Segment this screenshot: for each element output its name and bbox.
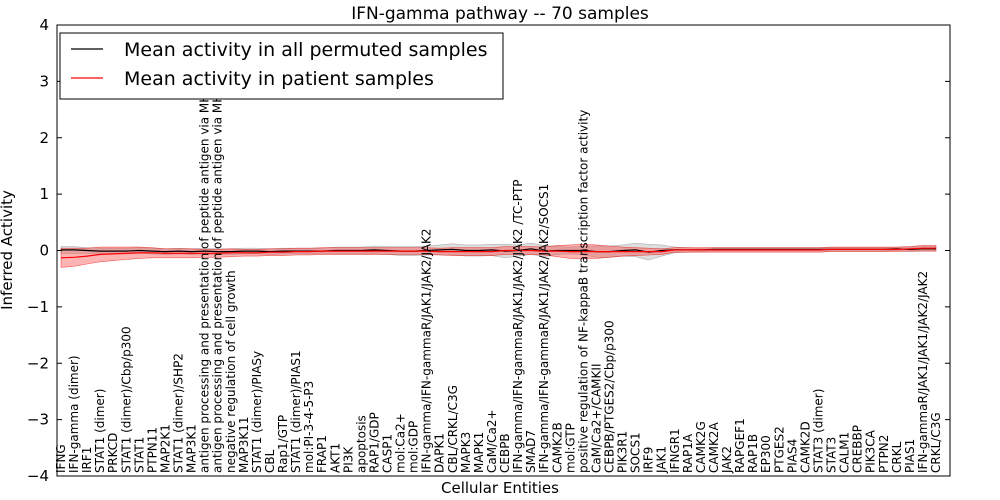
y-axis-label: Inferred Activity (0, 190, 16, 310)
x-tick-label: STAT3 (825, 437, 839, 473)
x-tick-label: IFN-gammaR/JAK1/JAK1/JAK2/JAK2 (916, 271, 930, 473)
y-tick-label: 3 (39, 72, 49, 90)
x-tick-label: CASP1 (381, 434, 395, 473)
x-tick-label: STAT1 (dimer)/SHP2 (172, 353, 186, 473)
x-tick-label: apoptosis (354, 415, 368, 473)
x-tick-label: JAK2 (720, 446, 734, 474)
x-tick-label: mol:Ca2+ (394, 413, 408, 473)
x-tick-label: CREBBP (851, 425, 865, 473)
plot-area (60, 242, 937, 268)
x-tick-label: MAP3K11 (237, 416, 251, 473)
x-tick-label: CAMK2B (550, 422, 564, 473)
x-tick-label: PI3K (341, 446, 355, 473)
x-tick-label: CAMK2D (798, 421, 812, 473)
x-tick-label: RAPGEF1 (733, 418, 747, 473)
y-axis: −4 −3 −2 −1 0 1 2 3 4 (27, 16, 950, 485)
x-tick-label: AKT1 (328, 443, 342, 473)
x-tick-label: CAMK2G (694, 421, 708, 473)
x-tick-label: CRKL/C3G (929, 412, 943, 473)
x-tick-label: CEBPB (498, 433, 512, 473)
x-tick-label: STAT1 (dimer)/Cbp/p300 (119, 326, 133, 473)
x-tick-label: PIK3R1 (616, 431, 630, 473)
chart-title: IFN-gamma pathway -- 70 samples (351, 4, 649, 24)
x-tick-label: MAP2K1 (159, 424, 173, 473)
x-tick-label: STAT3 (dimer) (812, 389, 826, 473)
x-tick-label: IFN-gamma/IFN-gammaR/JAK1/JAK2/JAK2 (420, 228, 434, 473)
x-tick-label: EP300 (759, 435, 773, 473)
x-tick-label: Rap1/GTP (276, 415, 290, 473)
y-tick-label: 1 (39, 185, 49, 203)
x-tick-label: mol:GDP (407, 421, 421, 473)
x-tick-label: FRAP1 (315, 435, 329, 473)
x-tick-label: PTPN11 (145, 427, 159, 473)
x-tick-label: CALM1 (838, 432, 852, 473)
x-tick-label: PTPN2 (877, 435, 891, 473)
x-tick-label: DAPK1 (433, 433, 447, 473)
x-tick-label: IFN-gamma (dimer) (67, 355, 81, 473)
x-tick-label: negative regulation of cell growth (224, 270, 238, 473)
x-tick-label: MAPK1 (472, 432, 486, 473)
x-tick-label: PIAS1 (903, 439, 917, 473)
x-tick-label: CAMK2A (707, 422, 721, 473)
x-tick-label: JAK1 (655, 446, 669, 474)
legend-label-permuted: Mean activity in all permuted samples (124, 39, 487, 61)
x-tick-label: RAP1/GDP (367, 412, 381, 473)
x-tick-label: RAP1A (681, 433, 695, 473)
x-axis-tick-labels: IFNG IFN-gamma (dimer) IRF1 STAT1 (dimer) PR… (54, 41, 943, 474)
x-tick-label: IRF1 (80, 447, 94, 473)
x-tick-label: IFN-gamma/IFN-gammaR/JAK1/JAK2/JAK2 /TC-… (511, 179, 525, 473)
x-tick-label: CaM/Ca2+ (485, 409, 499, 473)
x-tick-label: antigen processing and presentation of p… (211, 41, 225, 473)
x-tick-label: STAT1 (dimer) (93, 389, 107, 473)
x-tick-label: IRF9 (642, 447, 656, 473)
x-tick-label: mol:GTP (563, 423, 577, 473)
legend-label-patient: Mean activity in patient samples (124, 68, 434, 90)
y-tick-label: −1 (27, 298, 49, 316)
y-tick-label: −4 (27, 467, 49, 485)
x-tick-label: CBL (263, 449, 277, 473)
x-tick-label: mol:PI-3-4-5-P3 (302, 381, 316, 473)
y-tick-label: −3 (27, 411, 49, 429)
x-tick-label: MAP3K1 (185, 424, 199, 473)
x-tick-label: CEBPB/PTGES2/Cbp/p300 (603, 320, 617, 473)
x-tick-label: PIAS4 (785, 439, 799, 473)
x-tick-label: PIK3CA (864, 429, 878, 473)
x-tick-label: STAT1 (132, 437, 146, 473)
x-tick-label: positive regulation of NF-kappaB transcr… (576, 110, 590, 473)
x-tick-label: IFNG (54, 444, 68, 473)
x-tick-label: RAP1B (746, 434, 760, 473)
x-tick-label: CBL/CRKL/C3G (446, 385, 460, 473)
x-tick-label: CRKL (890, 441, 904, 473)
x-tick-label: PRKCD (106, 433, 120, 473)
x-tick-label: IFNGR1 (668, 428, 682, 473)
x-axis-label: Cellular Entities (441, 479, 559, 497)
x-tick-label: antigen processing and presentation of p… (198, 44, 212, 473)
y-tick-label: 0 (39, 242, 49, 260)
x-tick-label: MAPK3 (459, 432, 473, 473)
y-tick-label: 4 (39, 16, 49, 34)
y-tick-label: −2 (27, 354, 49, 372)
legend: Mean activity in all permuted samples Me… (59, 32, 504, 100)
x-tick-label: SOCS1 (629, 432, 643, 473)
line-patient (60, 247, 936, 259)
x-tick-label: PTGES2 (772, 426, 786, 473)
x-tick-label: STAT1 (dimer)/PIASy (250, 351, 264, 473)
x-tick-label: CaM/Ca2+/CAMKII (589, 364, 603, 473)
x-tick-label: STAT1 (dimer)/PIAS1 (289, 350, 303, 473)
y-tick-label: 2 (39, 129, 49, 147)
x-tick-label: SMAD7 (524, 430, 538, 473)
legend-frame (59, 32, 504, 100)
x-tick-label: IFN-gamma/IFN-gammaR/JAK1/JAK2/JAK2/SOCS… (537, 184, 551, 473)
